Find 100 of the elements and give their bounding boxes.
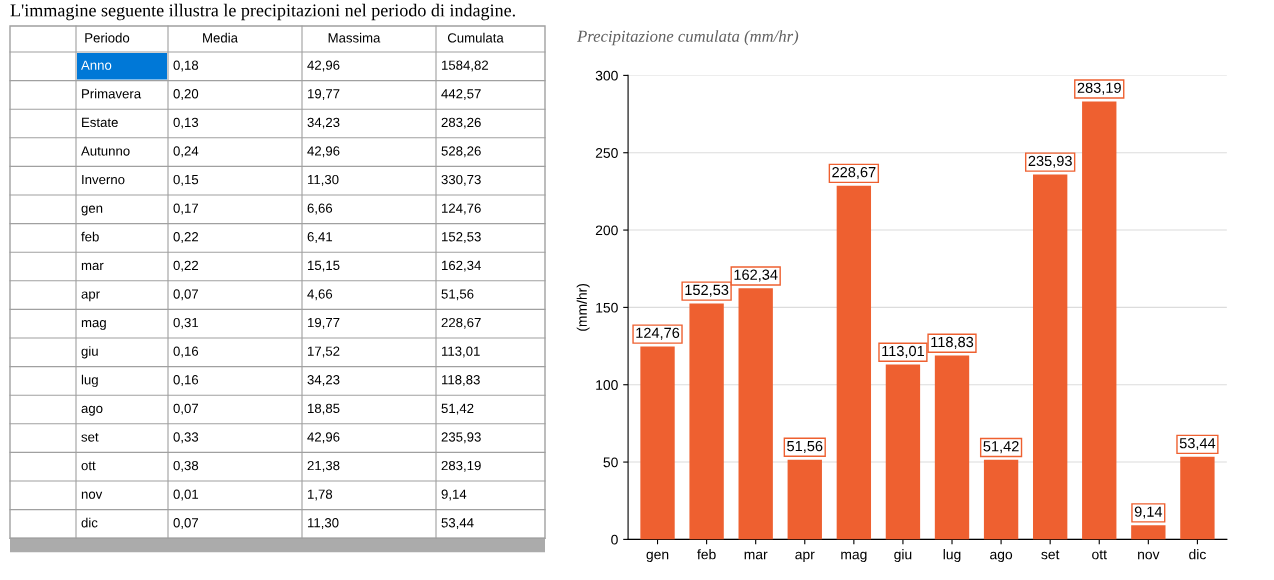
- text: Anno: [81, 60, 112, 70]
- text: Primavera: [82, 88, 142, 99]
- text: 152,53: [442, 232, 481, 243]
- data-label: 51,56: [787, 440, 823, 453]
- bar: [1180, 456, 1215, 540]
- x-tick-label: lug: [943, 549, 961, 563]
- text: Inverno: [82, 175, 125, 185]
- text: 124,76: [442, 203, 481, 215]
- data-label: 118,83: [931, 336, 974, 349]
- text: Periodo: [85, 32, 130, 43]
- text: 34,23: [307, 375, 340, 386]
- text: ago: [81, 405, 103, 416]
- text: 118,83: [442, 375, 480, 386]
- y-tick-label: 250: [595, 148, 618, 158]
- text: 228,67: [441, 317, 481, 329]
- text: nov: [81, 491, 103, 499]
- text: 442,57: [441, 89, 481, 100]
- text: ott: [81, 461, 96, 471]
- text: Massima: [328, 32, 381, 43]
- y-axis-title: (mm/hr): [576, 283, 590, 331]
- text: 42,96: [307, 432, 340, 444]
- text: 0,01: [173, 489, 199, 501]
- y-tick-label: 0: [611, 534, 618, 545]
- text: 19,77: [308, 89, 340, 100]
- text: apr: [81, 291, 100, 302]
- text: 113,01: [442, 346, 480, 358]
- text: 6,66: [307, 203, 333, 215]
- y-tick-label: 100: [596, 380, 618, 390]
- data-label: 9,14: [1134, 506, 1163, 519]
- text: 51,56: [441, 289, 474, 301]
- text: 162,34: [442, 260, 481, 272]
- x-tick-label: ott: [1092, 550, 1107, 560]
- text: 51,42: [441, 403, 474, 415]
- text: 0,20: [173, 89, 199, 100]
- text: lug: [81, 374, 98, 388]
- text: 34,23: [307, 117, 340, 129]
- text: 18,85: [308, 403, 340, 415]
- text: 0,07: [173, 289, 199, 301]
- data-label: 283,19: [1077, 82, 1121, 95]
- y-tick-label: 200: [595, 225, 618, 236]
- text: 0,18: [173, 60, 199, 72]
- data-label: 162,34: [734, 269, 778, 282]
- text: 1,78: [308, 489, 333, 501]
- text: 53,44: [441, 518, 474, 529]
- text: 11,30: [308, 518, 339, 529]
- text: 21,38: [307, 460, 340, 472]
- text: gen: [81, 205, 103, 216]
- x-tick-label: feb: [697, 549, 716, 560]
- text: 0,22: [173, 260, 199, 272]
- text: Cumulata: [447, 32, 504, 43]
- text: 11,30: [308, 174, 339, 186]
- x-tick-label: mar: [744, 551, 768, 560]
- text: 0,16: [173, 375, 199, 386]
- text: Estate: [82, 117, 118, 128]
- text: mag: [81, 320, 106, 330]
- text: feb: [81, 231, 99, 242]
- text: 0,16: [173, 346, 199, 358]
- x-tick-label: set: [1041, 550, 1060, 560]
- data-label: 51,42: [983, 441, 1019, 454]
- text: 283,19: [441, 460, 481, 472]
- text: 0,13: [173, 117, 199, 129]
- text: 6,41: [307, 232, 333, 243]
- text: 0,31: [173, 317, 199, 329]
- x-tick-label: giu: [894, 549, 912, 563]
- text: set: [81, 432, 99, 442]
- x-tick-label: mag: [841, 551, 867, 563]
- text: 9,14: [441, 489, 467, 501]
- data-label: 113,01: [882, 345, 924, 358]
- text: 0,33: [173, 432, 199, 444]
- text: 0,17: [173, 203, 199, 215]
- y-tick-label: 150: [596, 302, 618, 313]
- x-tick-label: apr: [795, 551, 815, 563]
- text: 235,93: [441, 432, 481, 444]
- text: 330,73: [441, 174, 481, 186]
- text: L'immagine seguente illustra le precipitazioni nel periodo di indagine.: [10, 3, 515, 21]
- chart-title: Precipitazione cumulata (mm/hr): [577, 30, 799, 46]
- text: 42,96: [307, 146, 340, 158]
- text: 0,38: [173, 460, 199, 472]
- text: Autunno: [81, 146, 130, 156]
- x-tick-label: gen: [646, 551, 669, 563]
- x-tick-label: nov: [1138, 551, 1160, 560]
- text: dic: [81, 517, 98, 528]
- text: 528,26: [441, 146, 481, 158]
- y-tick-label: 50: [603, 457, 618, 468]
- x-tick-label: dic: [1189, 549, 1206, 560]
- x-tick-label: ago: [990, 551, 1013, 563]
- text: 0,15: [173, 174, 199, 186]
- text: 283,26: [441, 117, 481, 129]
- text: 4,66: [307, 289, 333, 301]
- text: 19,77: [308, 317, 340, 329]
- text: 1584,82: [442, 60, 489, 72]
- data-label: 53,44: [1179, 437, 1216, 451]
- text: mar: [81, 262, 104, 271]
- text: 0,22: [173, 232, 199, 243]
- text: 0,24: [173, 146, 199, 158]
- text: Media: [203, 32, 238, 43]
- text: 0,07: [173, 518, 199, 529]
- data-label: 124,76: [636, 327, 680, 340]
- text: 42,96: [307, 60, 340, 72]
- data-label: 228,67: [832, 166, 876, 180]
